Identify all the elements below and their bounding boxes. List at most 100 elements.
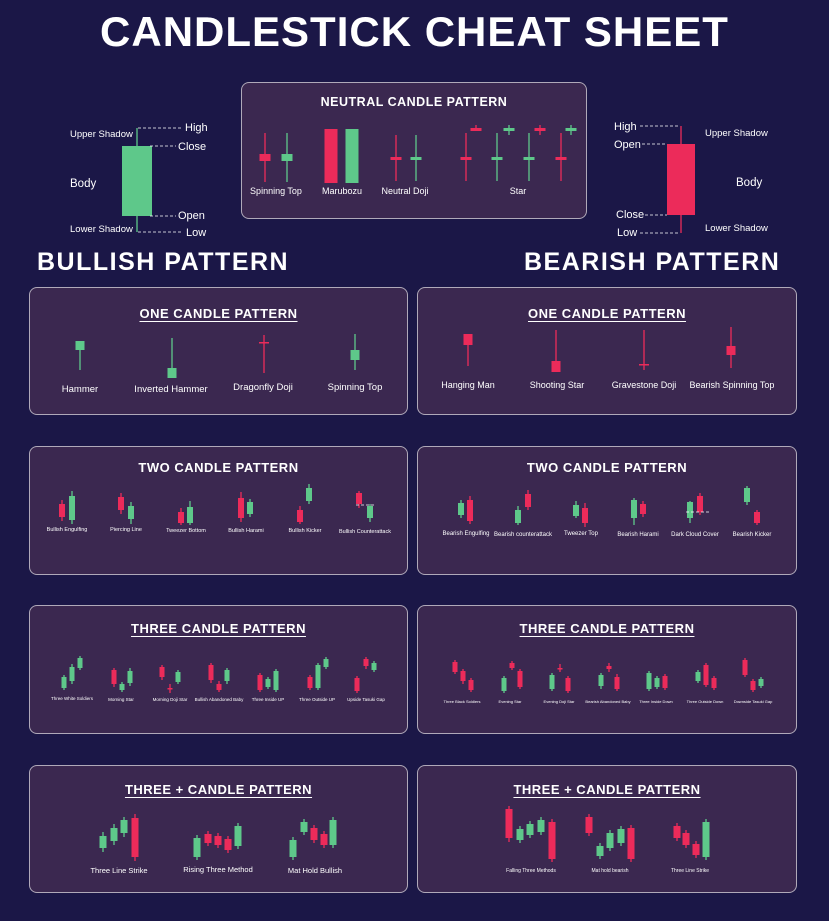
pattern-label: Three White Soldiers (50, 696, 94, 701)
candle-body (354, 678, 360, 691)
pattern-label: Bullish Abandoned Baby (194, 697, 244, 702)
bear-threeplus-panel: THREE + CANDLE PATTERN (417, 765, 797, 893)
pattern-label: Bearish Abandoned Baby (585, 699, 631, 704)
candle-body (754, 512, 760, 523)
candle-body (265, 679, 271, 687)
candle-body (175, 672, 181, 682)
candle-body (639, 364, 649, 366)
pattern-label: Bearish Spinning Top (689, 380, 775, 390)
pattern-label: Bullish Engulfing (46, 527, 88, 533)
bull-three-title: THREE CANDLE PATTERN (131, 621, 306, 636)
candle-body (565, 678, 571, 691)
candle-body (75, 341, 85, 350)
candle-body (687, 502, 693, 518)
candle-body (128, 506, 134, 519)
neutral-title: NEUTRAL CANDLE PATTERN (320, 95, 508, 109)
neutral-label: Neutral Doji (381, 186, 429, 196)
candle-body (501, 678, 507, 691)
candle-body (122, 146, 152, 216)
bull-one-panel: ONE CANDLE PATTERN (29, 287, 408, 415)
bearish-heading: BEARISH PATTERN (524, 248, 781, 276)
candle-body (667, 144, 695, 215)
candle-body (300, 822, 308, 832)
candle-body (582, 508, 588, 523)
candle-body (390, 157, 402, 160)
candle-body (310, 828, 318, 840)
candle-body (178, 512, 184, 523)
candle-body (598, 675, 604, 686)
candle-body (452, 662, 458, 672)
candle-body (131, 818, 139, 857)
candle-body (744, 488, 750, 502)
candle-body (692, 844, 700, 855)
pattern-label: Hammer (61, 384, 99, 395)
pattern-label: Bearish Engulfing (442, 531, 490, 537)
candle-body (110, 828, 118, 841)
bull-two-panel: TWO CANDLE PATTERN (29, 446, 408, 575)
candle-body (697, 496, 703, 512)
candle-body (468, 680, 474, 690)
candle-body (537, 820, 545, 832)
candle-body (711, 678, 717, 688)
candle-body (324, 129, 338, 183)
pattern-label: Spinning Top (327, 382, 383, 393)
candle-body (467, 500, 473, 521)
pattern-label: Three Line Strike (670, 868, 710, 874)
candle-body (606, 833, 614, 848)
neutral-label: Marubozu (321, 186, 363, 196)
candle-body (320, 834, 328, 845)
candle-body (750, 681, 756, 690)
bear-three-title: THREE CANDLE PATTERN (519, 621, 695, 636)
candle-body (549, 675, 555, 689)
candle-body (371, 663, 377, 670)
candle-body (167, 688, 173, 690)
candle-body (517, 671, 523, 687)
candle-body (127, 671, 133, 683)
candle-body (208, 665, 214, 680)
candle-body (460, 671, 466, 681)
open-label: Open (614, 139, 641, 151)
candle-body (234, 826, 242, 846)
pattern-label: Tweezer Top (564, 531, 598, 537)
candle-body (214, 836, 222, 845)
candle-body (367, 506, 373, 518)
pattern-label: Bullish Counterattack (339, 529, 391, 535)
candle-body (329, 820, 337, 845)
bullish-heading: BULLISH PATTERN (37, 248, 290, 276)
page-title: CANDLESTICK CHEAT SHEET (100, 8, 729, 55)
candle-body (491, 157, 503, 160)
candle-body (216, 684, 222, 690)
pattern-label: Mat hold bearish (591, 868, 629, 874)
candle-body (516, 829, 524, 840)
candle-body (247, 502, 253, 514)
bear-one-panel: ONE CANDLE PATTERN (417, 287, 797, 415)
pattern-label: Hanging Man (441, 380, 495, 390)
body-label: Body (736, 177, 763, 189)
candle-body (350, 350, 360, 360)
pattern-label: Morning Doji Star (152, 697, 188, 702)
candle-body (758, 679, 764, 686)
candle-body (323, 659, 329, 667)
candle-body (523, 157, 535, 160)
pattern-label: Dragonfly Doji (233, 382, 293, 393)
bull-two-title: TWO CANDLE PATTERN (138, 460, 299, 475)
candle-body (614, 677, 620, 689)
pattern-label: Falling Three Methods (506, 868, 556, 874)
body-label: Body (70, 178, 97, 190)
pattern-label: Three Inside UP (251, 697, 285, 702)
candle-body (463, 334, 473, 345)
candle-body (193, 838, 201, 857)
bear-three-panel: THREE CANDLE PATTERN (417, 605, 797, 734)
candle-body (297, 510, 303, 522)
candle-body (573, 505, 579, 516)
lower-shadow-label: Lower Shadow (70, 224, 133, 235)
candle-body (345, 129, 359, 183)
candle-body (111, 670, 117, 684)
close-label: Close (178, 141, 207, 153)
candle-body (503, 128, 515, 131)
candle-body (702, 822, 710, 857)
pattern-label: Morning Star (108, 697, 134, 702)
candle-body (726, 346, 736, 355)
open-label: Open (178, 210, 205, 222)
pattern-label: Bearish counterattack (493, 532, 553, 538)
